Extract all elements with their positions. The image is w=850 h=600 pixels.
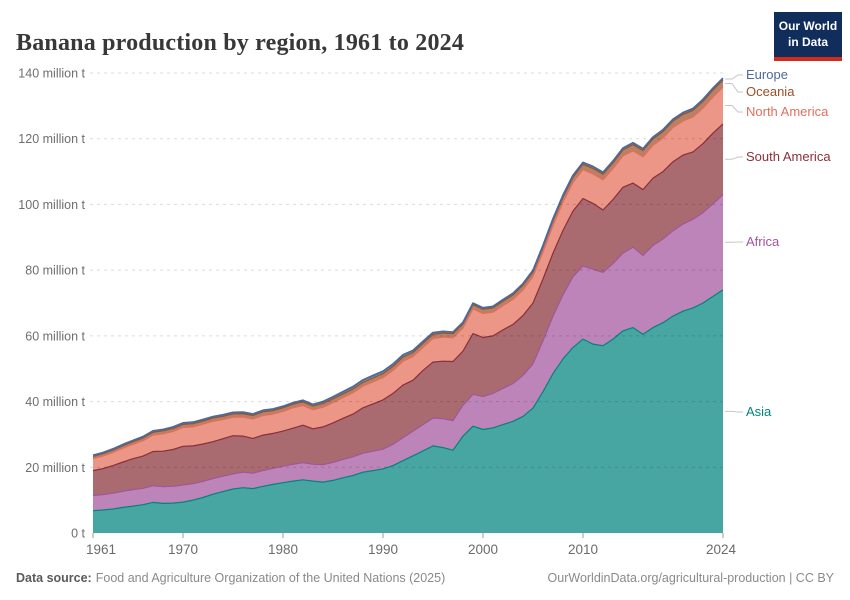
y-axis-label: 20 million t — [25, 461, 85, 475]
chart-title: Banana production by region, 1961 to 202… — [16, 30, 465, 57]
boundary-africa — [92, 194, 724, 497]
attribution-link[interactable]: OurWorldinData.org/agricultural-producti… — [547, 571, 834, 585]
legend-connector — [725, 156, 743, 160]
legend-label-south-america[interactable]: South America — [746, 149, 831, 164]
legend-connector — [725, 105, 743, 113]
y-axis-label: 80 million t — [25, 264, 85, 278]
legend-connector — [725, 410, 743, 413]
x-axis-label: 1970 — [168, 542, 198, 557]
owid-logo-line1: Our World — [778, 19, 838, 33]
legend-label-north-america[interactable]: North America — [746, 104, 829, 119]
x-axis-label: 1990 — [368, 542, 398, 557]
legend-connector — [725, 74, 743, 80]
data-source-text: Food and Agriculture Organization of the… — [95, 571, 446, 585]
y-axis-label: 0 t — [71, 527, 85, 541]
owid-logo[interactable]: Our World in Data — [774, 12, 842, 61]
y-axis-label: 40 million t — [25, 395, 85, 409]
y-axis-label: 140 million t — [18, 67, 85, 81]
y-axis-label: 60 million t — [25, 329, 85, 343]
data-source: Data source: Food and Agriculture Organiz… — [16, 571, 445, 585]
boundary-oceania — [92, 79, 724, 457]
chart-footer: Data source: Food and Agriculture Organiz… — [16, 571, 834, 585]
x-axis-label: 1961 — [86, 542, 116, 557]
boundary-north-america — [92, 86, 724, 460]
owid-logo-line2: in Data — [787, 34, 828, 49]
y-axis-label: 120 million t — [18, 132, 85, 146]
legend-label-oceania[interactable]: Oceania — [746, 84, 795, 99]
area-south-america[interactable] — [93, 123, 723, 496]
area-africa[interactable] — [93, 194, 723, 511]
boundary-south-america — [92, 123, 724, 472]
area-asia[interactable] — [93, 289, 723, 533]
owid-logo-red-bar — [774, 56, 842, 61]
boundary-europe — [92, 77, 724, 457]
legend-connector — [725, 83, 743, 93]
x-axis-label: 1980 — [268, 542, 298, 557]
legend-label-asia[interactable]: Asia — [746, 404, 772, 419]
data-source-label: Data source: — [16, 571, 92, 585]
owid-logo-text: Our World in Data — [774, 12, 842, 57]
y-axis-label: 100 million t — [18, 198, 85, 212]
legend-label-europe[interactable]: Europe — [746, 67, 788, 82]
x-axis-label: 2000 — [468, 542, 498, 557]
x-axis-label: 2024 — [706, 542, 737, 557]
x-axis-label: 2010 — [568, 542, 598, 557]
boundary-asia — [92, 289, 724, 512]
legend-label-africa[interactable]: Africa — [746, 234, 780, 249]
